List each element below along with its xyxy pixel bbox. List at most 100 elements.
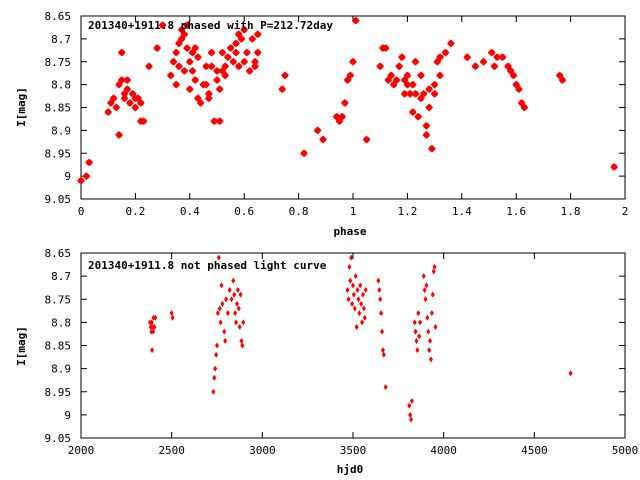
data-point — [346, 296, 351, 303]
data-point — [237, 324, 242, 330]
data-point — [253, 30, 262, 39]
data-point — [139, 117, 148, 126]
data-point — [395, 62, 404, 71]
data-point — [428, 356, 433, 363]
x-tick-label: 1.8 — [561, 205, 581, 218]
data-point — [400, 89, 409, 98]
unphased-chart: 2000 2500 3000 3500 4000 4500 5000 8.65 8.7 8.75… — [15, 247, 638, 476]
data-point — [348, 277, 353, 284]
data-point — [240, 57, 249, 66]
data-point — [172, 48, 181, 57]
x-tick-label: 0.2 — [125, 205, 145, 218]
data-point — [169, 57, 178, 66]
data-point — [349, 57, 357, 66]
y-tick-labels: 8.65 8.7 8.75 8.8 8.85 8.9 8.95 9 9.05 — [45, 10, 625, 206]
data-point — [234, 62, 243, 71]
data-point — [180, 67, 189, 75]
data-point — [137, 99, 145, 107]
data-point — [350, 300, 355, 307]
data-point — [412, 319, 417, 326]
data-point — [428, 337, 433, 344]
data-point — [380, 328, 385, 335]
data-point — [158, 21, 167, 29]
y-tick-label: 9.05 — [45, 432, 72, 445]
data-point — [183, 21, 191, 29]
y-tick-label: 9.05 — [45, 193, 72, 206]
data-point — [202, 62, 210, 71]
data-point — [223, 337, 228, 344]
data-point — [441, 48, 450, 57]
data-point — [493, 53, 501, 61]
data-point — [224, 53, 232, 61]
data-point — [241, 319, 246, 326]
data-point — [418, 319, 423, 326]
data-point — [408, 411, 413, 418]
data-point — [362, 135, 371, 144]
data-point — [387, 71, 395, 80]
data-point — [152, 324, 157, 330]
data-point — [419, 89, 428, 98]
data-point — [205, 89, 213, 98]
data-point — [403, 71, 412, 80]
x-tick-label: 3500 — [340, 444, 367, 457]
y-axis-label: I[mag] — [15, 87, 28, 127]
data-point — [360, 319, 365, 326]
data-point — [219, 282, 224, 289]
data-point — [568, 370, 573, 377]
data-point — [251, 62, 259, 71]
data-point — [423, 296, 428, 303]
y-tick-label: 8.8 — [51, 79, 71, 92]
data-points — [77, 16, 618, 185]
y-tick-label: 8.8 — [51, 316, 71, 329]
data-point — [237, 35, 246, 43]
data-point — [436, 53, 444, 61]
data-point — [417, 333, 422, 340]
data-point — [188, 67, 197, 75]
data-point — [429, 310, 434, 317]
data-point — [360, 291, 365, 298]
data-point — [424, 282, 429, 289]
y-tick-label: 8.95 — [45, 147, 72, 160]
data-point — [377, 287, 382, 293]
data-point — [215, 117, 224, 126]
data-point — [349, 254, 354, 261]
data-point — [425, 314, 430, 321]
x-axis-label: phase — [333, 225, 366, 238]
data-point — [216, 254, 221, 261]
x-tick-label: 0.6 — [234, 205, 254, 218]
data-point — [213, 76, 221, 84]
data-point — [185, 85, 194, 94]
data-point — [183, 44, 191, 52]
data-point — [123, 76, 132, 84]
y-tick-label: 8.65 — [45, 10, 72, 23]
data-point — [240, 25, 249, 34]
x-tick-label: 2000 — [68, 444, 95, 457]
data-point — [191, 76, 200, 84]
x-axis-label: hjd0 — [337, 463, 364, 476]
data-point — [354, 324, 359, 330]
data-point — [409, 80, 417, 89]
data-point — [471, 62, 480, 71]
y-tick-label: 8.75 — [45, 293, 72, 306]
data-point — [207, 62, 216, 71]
y-tick-label: 8.85 — [45, 102, 72, 115]
data-point — [359, 300, 364, 307]
data-point — [220, 300, 225, 307]
data-point — [414, 337, 419, 344]
x-tick-labels: 2000 2500 3000 3500 4000 4500 5000 — [68, 253, 638, 457]
data-point — [351, 291, 356, 298]
data-point — [355, 287, 360, 293]
data-point — [218, 48, 227, 57]
data-point — [218, 319, 223, 326]
data-point — [215, 342, 219, 349]
data-point — [221, 62, 229, 71]
data-point — [248, 35, 257, 43]
data-point — [169, 310, 174, 317]
chart-title: 201340+1911.8 phased with P=212.72day — [88, 19, 333, 32]
x-tick-label: 2 — [622, 205, 629, 218]
y-tick-label: 8.95 — [45, 386, 72, 399]
data-point — [236, 305, 241, 312]
y-tick-label: 9 — [64, 170, 71, 183]
data-point — [378, 296, 383, 303]
data-point — [409, 398, 414, 404]
